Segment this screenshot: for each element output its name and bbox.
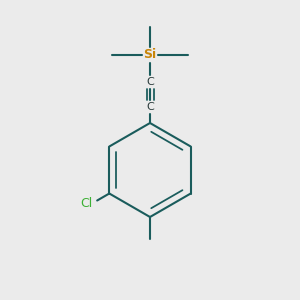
Text: C: C (146, 77, 154, 87)
Text: Si: Si (143, 49, 157, 62)
Text: Cl: Cl (81, 197, 93, 210)
Text: C: C (146, 102, 154, 112)
